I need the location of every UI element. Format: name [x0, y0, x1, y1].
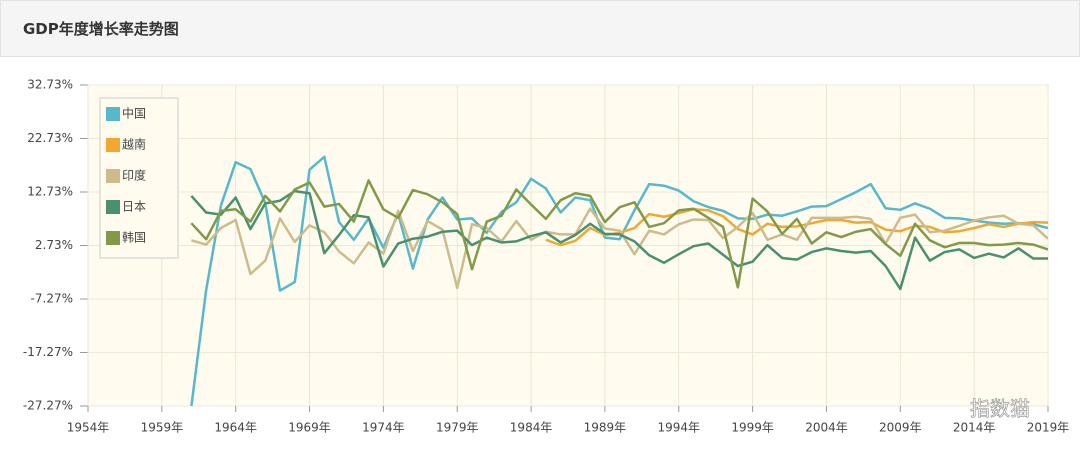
legend-label: 印度: [122, 168, 146, 183]
legend-swatch: [106, 138, 120, 152]
x-tick-label: 1989年: [584, 421, 627, 435]
y-tick-label: -7.27%: [31, 292, 73, 306]
x-tick-label: 1999年: [731, 421, 774, 435]
legend-label: 越南: [122, 137, 146, 152]
legend-swatch: [106, 107, 120, 121]
line: [190, 179, 1048, 289]
x-tick-label: 1979年: [436, 421, 479, 435]
legend-swatch: [106, 231, 120, 245]
x-tick-label: 1964年: [214, 421, 257, 435]
legend-label: 韩国: [122, 230, 146, 245]
y-tick-label: 2.73%: [35, 238, 73, 252]
x-tick-label: 1954年: [67, 421, 110, 435]
y-tick-label: 12.73%: [27, 185, 73, 199]
x-tick-label: 2004年: [805, 421, 848, 435]
x-tick-label: 1984年: [510, 421, 553, 435]
line: [545, 208, 1048, 247]
line: [190, 189, 1048, 291]
x-tick-label: 2009年: [879, 421, 922, 435]
x-tick-label: 2019年: [1027, 421, 1070, 435]
watermark: 指数猫: [970, 397, 1030, 421]
y-tick-label: 22.73%: [27, 131, 73, 145]
line: [190, 155, 1048, 406]
x-tick-label: 1974年: [362, 421, 405, 435]
line: [191, 207, 1048, 290]
x-tick-label: 1969年: [288, 421, 331, 435]
y-tick-label: -17.27%: [23, 345, 73, 359]
legend-label: 中国: [122, 106, 146, 121]
header: GDP年度增长率走势图: [0, 0, 1080, 57]
legend-swatch: [106, 169, 120, 183]
x-tick-label: 1994年: [657, 421, 700, 435]
y-tick-label: -27.27%: [23, 399, 73, 413]
x-tick-label: 1959年: [141, 421, 184, 435]
header-title: GDP年度增长率走势图: [23, 20, 179, 38]
legend-swatch: [106, 200, 120, 214]
legend-label: 日本: [122, 200, 146, 214]
x-tick-label: 2014年: [953, 421, 996, 435]
y-tick-label: 32.73%: [27, 78, 73, 92]
